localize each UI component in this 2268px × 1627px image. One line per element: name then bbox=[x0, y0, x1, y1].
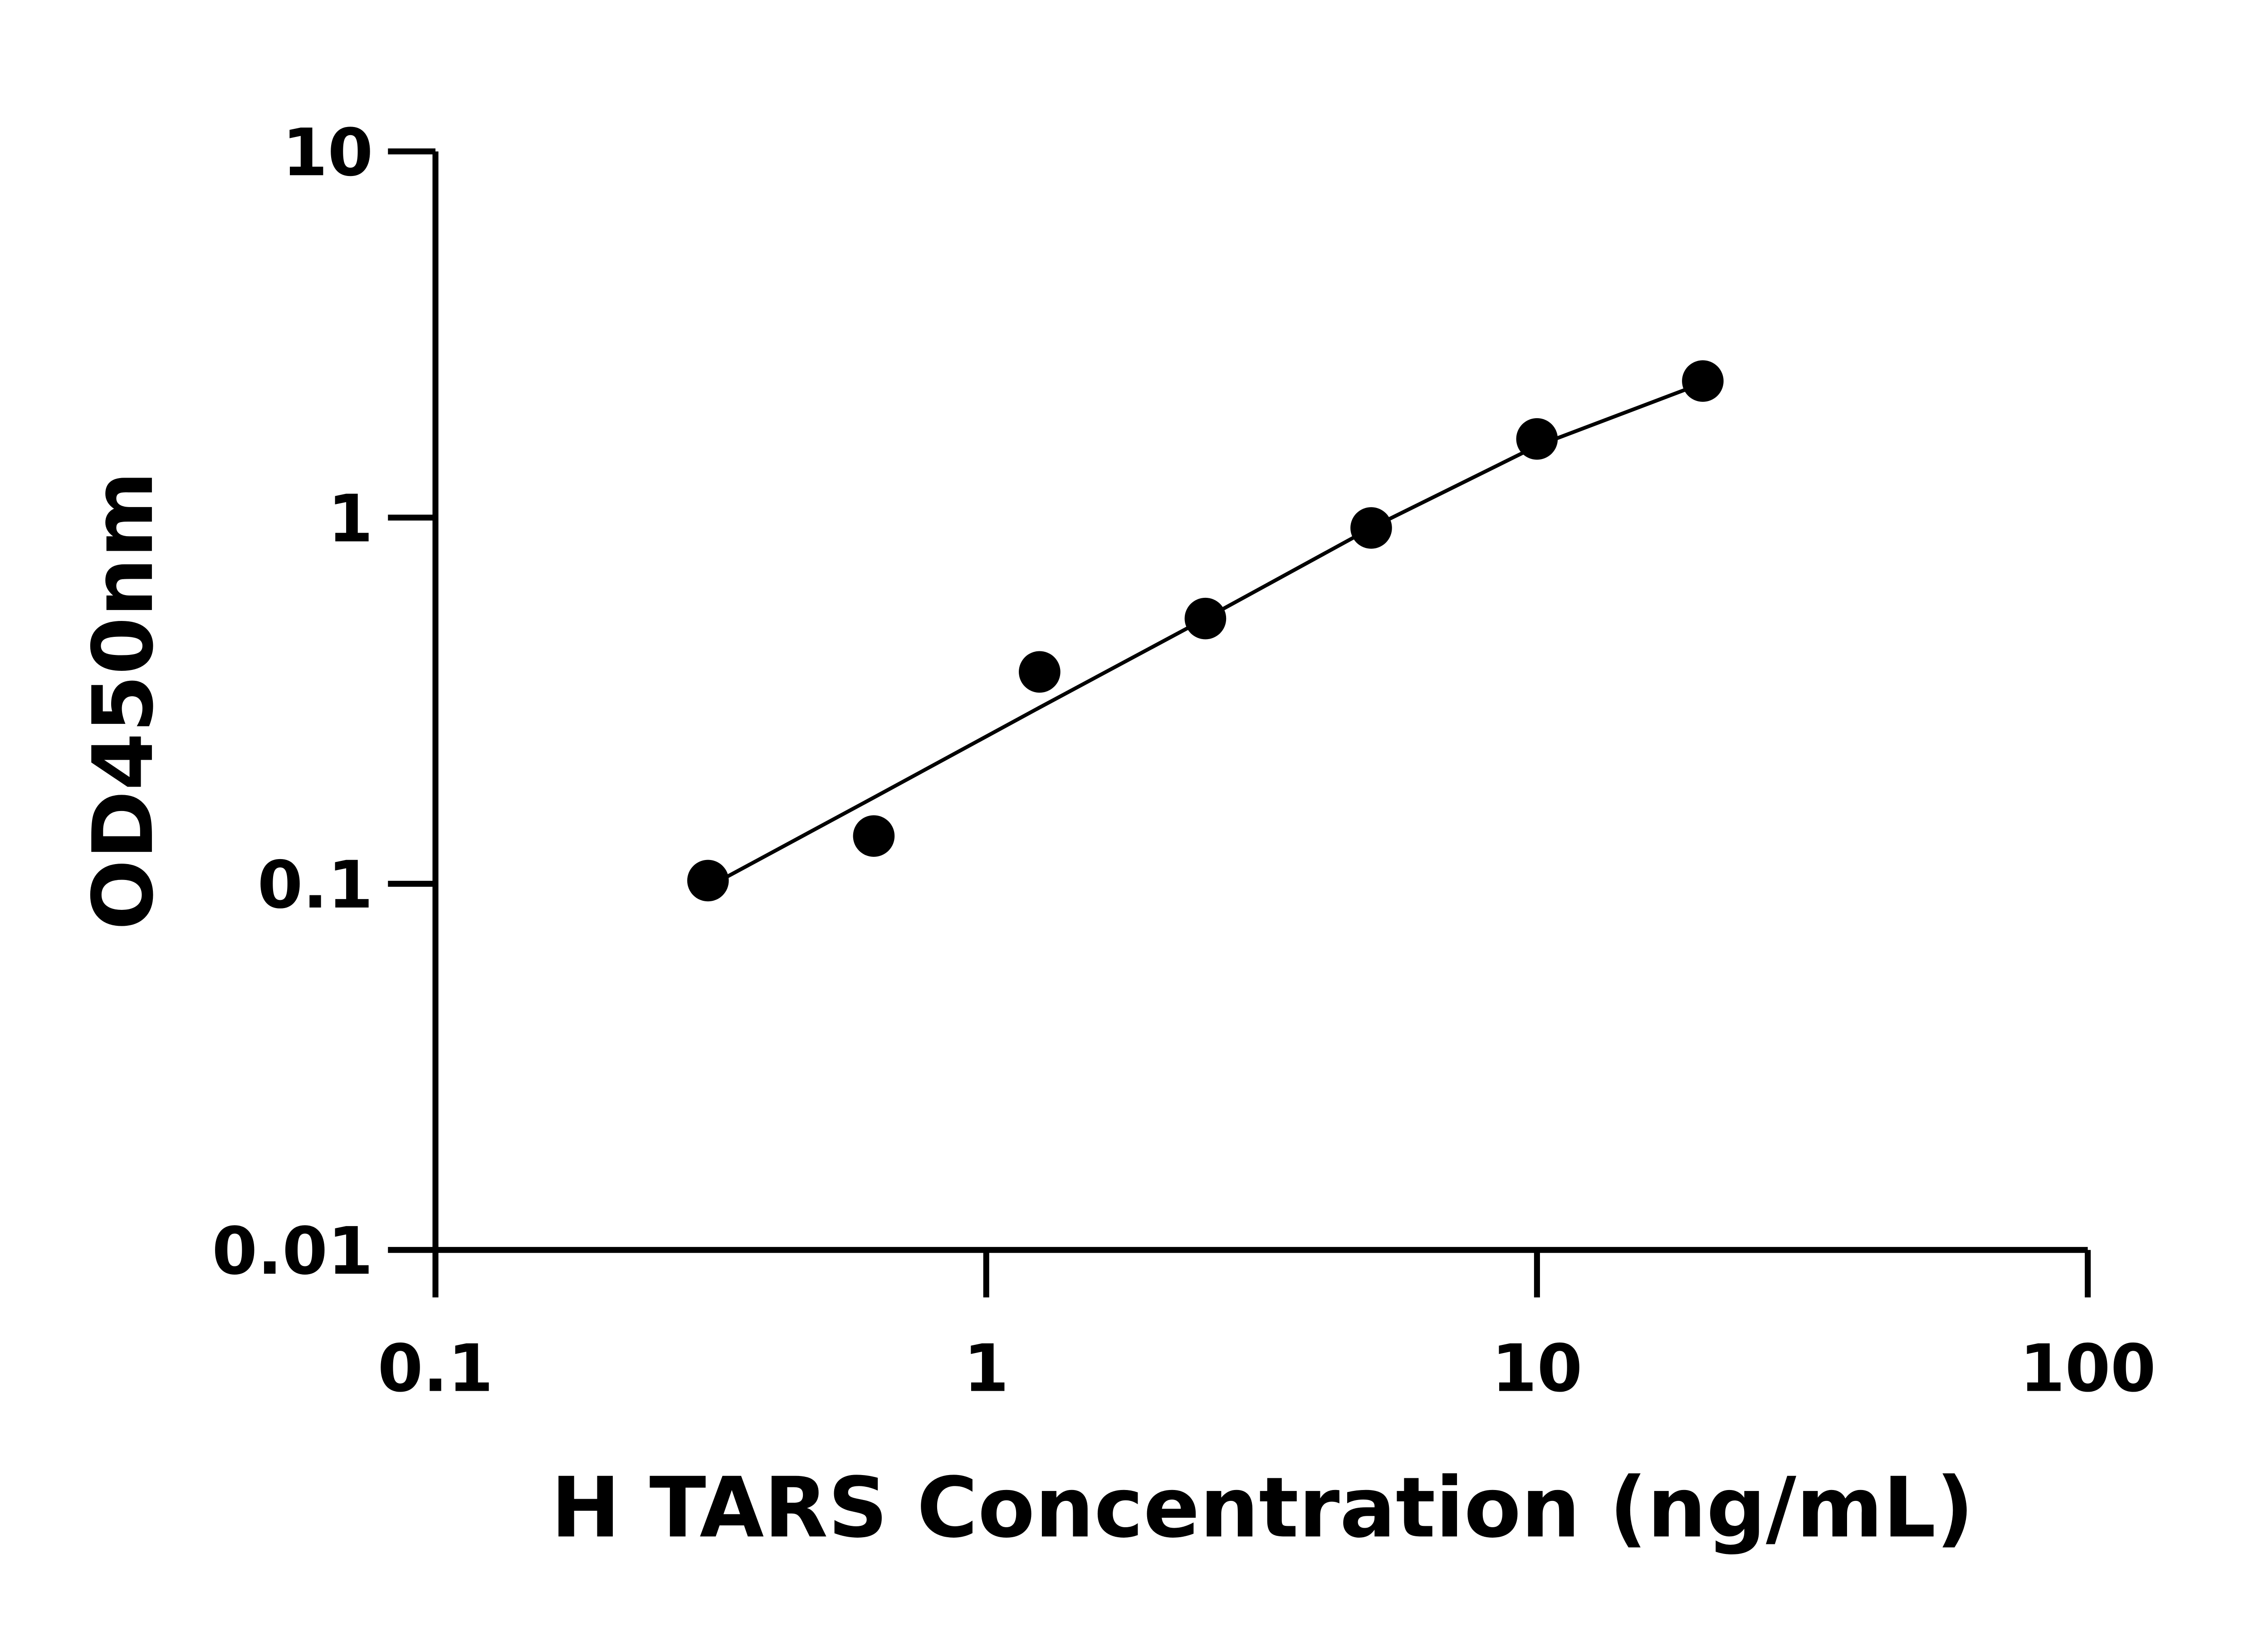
data-point bbox=[1682, 360, 1724, 402]
data-point bbox=[853, 815, 895, 857]
data-point bbox=[1019, 651, 1061, 693]
x-tick-label: 1 bbox=[963, 1330, 1009, 1407]
x-tick-label: 0.1 bbox=[377, 1330, 493, 1407]
x-axis-label: H TARS Concentration (ng/mL) bbox=[551, 1460, 1974, 1556]
y-tick-label: 1 bbox=[327, 480, 373, 557]
x-tick-label: 100 bbox=[2019, 1330, 2156, 1407]
data-point bbox=[687, 860, 729, 902]
plot-marks bbox=[687, 360, 1724, 902]
x-tick-label: 10 bbox=[1491, 1330, 1582, 1407]
data-point bbox=[1184, 597, 1227, 640]
y-tick-label: 0.1 bbox=[257, 847, 373, 923]
data-point bbox=[1350, 507, 1392, 549]
y-tick-label: 10 bbox=[282, 114, 373, 191]
y-axis-label: OD450nm bbox=[75, 471, 172, 930]
data-point bbox=[1516, 418, 1558, 460]
y-tick-label: 0.01 bbox=[212, 1213, 373, 1289]
axes bbox=[388, 148, 2091, 1298]
